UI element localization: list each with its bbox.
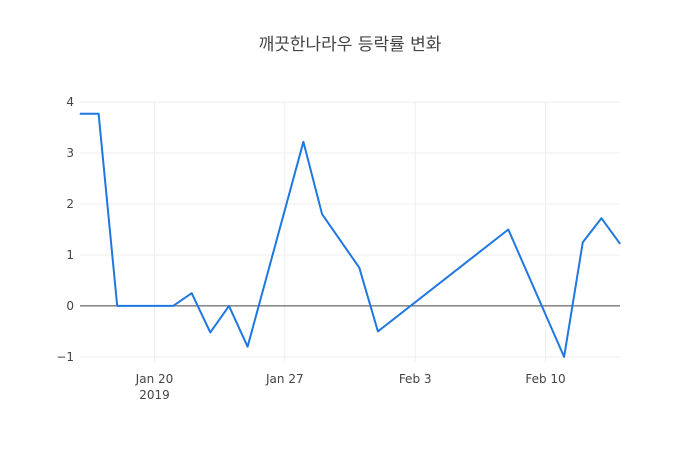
y-tick-label: −1	[56, 350, 74, 364]
y-tick-label: 1	[66, 248, 74, 262]
x-tick-label: Feb 3	[399, 372, 432, 386]
data-point	[247, 346, 249, 348]
chart-title: 깨끗한나라우 등락률 변화	[259, 35, 442, 55]
data-point	[582, 241, 584, 243]
x-tick-label: Jan 20	[135, 372, 174, 386]
data-point	[191, 292, 193, 294]
data-point	[116, 305, 118, 307]
data-point	[228, 305, 230, 307]
x-tick-label: Feb 10	[525, 372, 565, 386]
grid-lines	[80, 101, 620, 362]
data-point	[507, 228, 509, 230]
data-point	[358, 267, 360, 269]
x-axis-ticks: Jan 20 2019 Jan 27 Feb 3 Feb 10	[135, 372, 566, 402]
data-point	[321, 213, 323, 215]
y-tick-label: 0	[66, 299, 74, 313]
y-axis-ticks: 4 3 2 1 0 −1	[56, 95, 74, 364]
data-point	[302, 141, 304, 143]
y-tick-label: 3	[66, 146, 74, 160]
series-layer	[79, 112, 621, 358]
y-tick-label: 4	[66, 95, 74, 109]
x-tick-label: Jan 27	[265, 372, 304, 386]
data-point	[79, 113, 81, 115]
x-tick-year-label: 2019	[139, 388, 170, 402]
data-point	[172, 305, 174, 307]
data-point	[619, 243, 621, 245]
data-point	[600, 217, 602, 219]
data-point	[98, 113, 100, 115]
series-line	[80, 112, 621, 358]
data-point	[377, 330, 379, 332]
data-point	[209, 331, 211, 333]
data-point	[563, 356, 565, 358]
y-tick-label: 2	[66, 197, 74, 211]
